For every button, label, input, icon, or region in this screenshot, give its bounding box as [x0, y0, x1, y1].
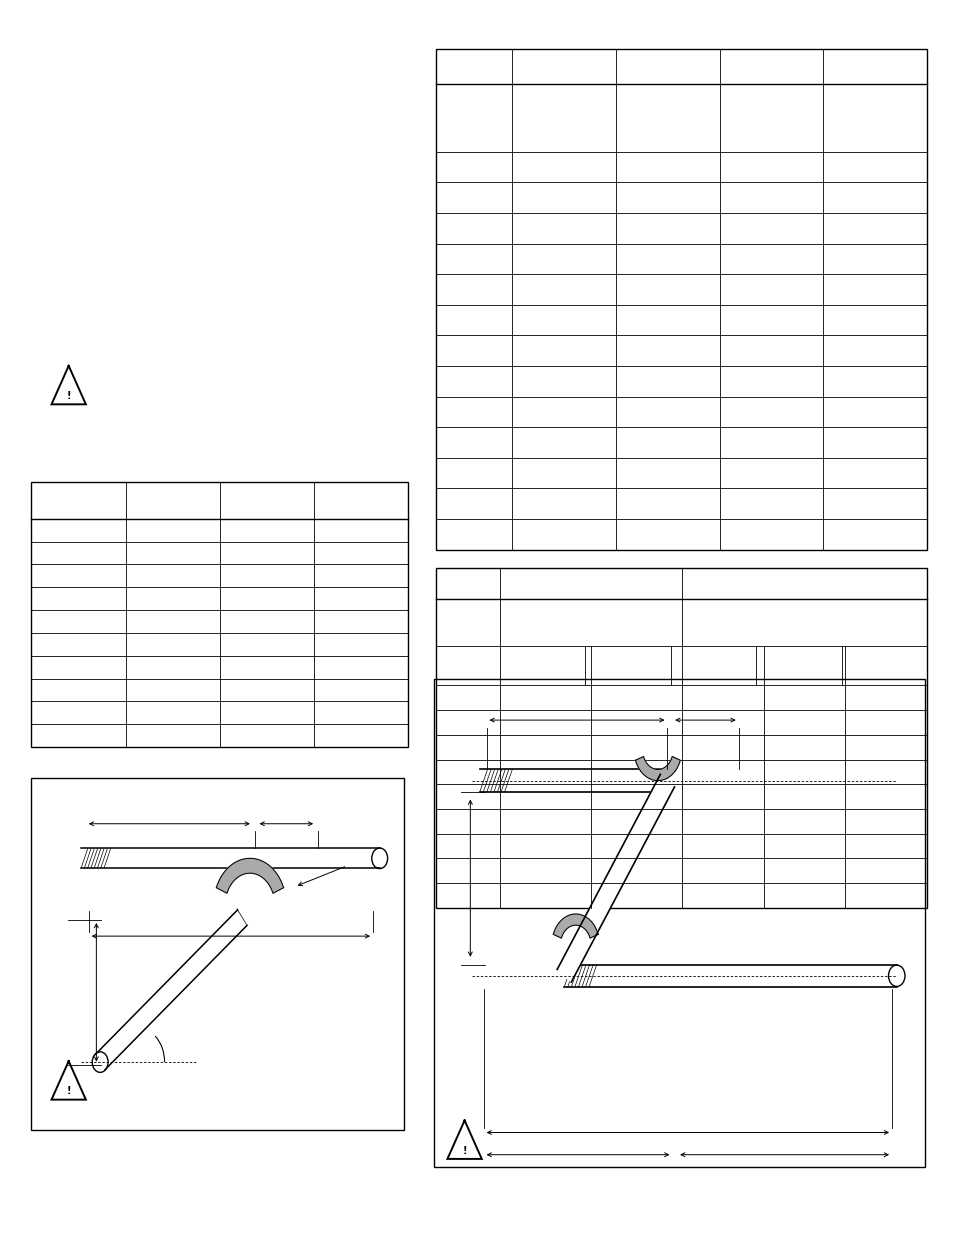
Polygon shape — [557, 774, 674, 982]
Bar — [436, 568, 926, 908]
Bar — [434, 679, 924, 1167]
Bar — [31, 778, 403, 1130]
Text: !: ! — [67, 391, 71, 401]
Bar — [436, 49, 926, 550]
Text: !: ! — [67, 1087, 71, 1097]
Text: !: ! — [462, 1146, 466, 1156]
Polygon shape — [216, 858, 283, 893]
Polygon shape — [553, 914, 598, 939]
Polygon shape — [95, 910, 247, 1070]
Polygon shape — [635, 757, 679, 781]
Bar — [31, 482, 408, 747]
